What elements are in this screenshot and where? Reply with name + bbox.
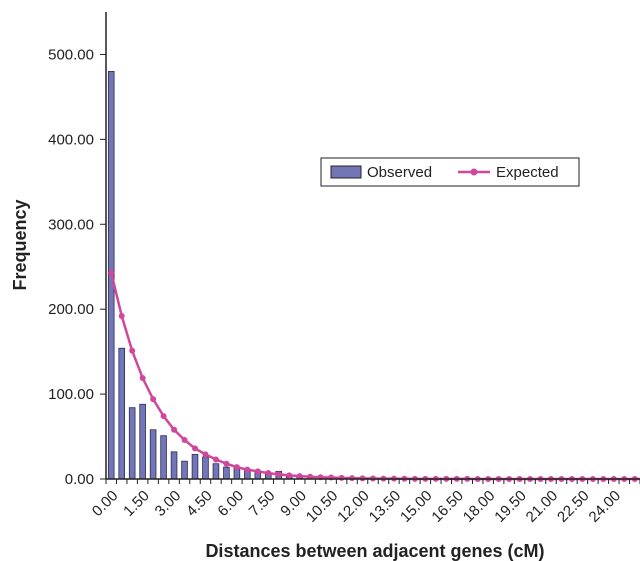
observed-bar bbox=[212, 463, 220, 480]
x-tick-label: 16.50 bbox=[428, 487, 467, 526]
x-tick-label: 24.00 bbox=[586, 487, 625, 526]
legend: Observed Expected bbox=[320, 157, 580, 187]
x-axis-title: Distances between adjacent genes (cM) bbox=[205, 541, 544, 561]
x-tick-labels: 0.001.503.004.506.007.509.0010.5012.0013… bbox=[89, 487, 624, 526]
expected-point bbox=[202, 451, 209, 458]
legend-label-expected: Expected bbox=[496, 164, 559, 181]
x-tick-label: 4.50 bbox=[183, 487, 216, 520]
observed-bar bbox=[128, 407, 136, 480]
expected-point bbox=[181, 436, 188, 443]
observed-bar bbox=[118, 347, 125, 480]
expected-point bbox=[307, 473, 314, 480]
expected-point bbox=[349, 475, 356, 482]
observed-bar bbox=[202, 456, 209, 480]
expected-point bbox=[223, 460, 230, 467]
expected-point bbox=[150, 396, 157, 403]
observed-bars bbox=[107, 71, 366, 480]
expected-point bbox=[108, 269, 115, 276]
y-tick-label: 400.00 bbox=[48, 131, 94, 148]
expected-point bbox=[160, 413, 167, 420]
expected-point bbox=[129, 347, 136, 354]
observed-bar bbox=[170, 451, 178, 480]
y-tick-label: 200.00 bbox=[48, 301, 94, 318]
y-tick-label: 300.00 bbox=[48, 216, 94, 233]
observed-bar bbox=[139, 403, 146, 480]
observed-bar bbox=[223, 466, 230, 480]
x-tick-label: 7.50 bbox=[246, 487, 279, 520]
expected-point bbox=[139, 374, 146, 381]
expected-point bbox=[212, 456, 219, 463]
x-tick-label: 10.50 bbox=[303, 487, 342, 526]
x-tick-label: 18.00 bbox=[460, 487, 499, 526]
y-tick-label: 100.00 bbox=[48, 386, 94, 403]
x-tick-label: 15.00 bbox=[397, 487, 436, 526]
axes bbox=[100, 12, 640, 484]
observed-bar bbox=[181, 460, 188, 480]
expected-point bbox=[265, 470, 272, 477]
legend-label-observed: Observed bbox=[367, 164, 432, 181]
observed-bar bbox=[191, 453, 199, 480]
expected-point bbox=[286, 472, 293, 479]
observed-bar bbox=[149, 429, 157, 480]
expected-point bbox=[192, 445, 198, 452]
y-tick-labels: 0.00 100.00 200.00 300.00 400.00 500.00 bbox=[48, 46, 94, 488]
legend-marker-expected bbox=[470, 168, 478, 176]
legend-box bbox=[320, 157, 580, 187]
x-tick-label: 13.50 bbox=[366, 487, 405, 526]
x-tick-label: 12.00 bbox=[334, 487, 373, 526]
x-tick-label: 21.00 bbox=[523, 487, 562, 526]
observed-bar bbox=[160, 435, 167, 480]
expected-point bbox=[244, 466, 251, 473]
x-tick-label: 6.00 bbox=[214, 487, 247, 520]
x-tick-label: 19.50 bbox=[491, 487, 530, 526]
y-tick-label: 0.00 bbox=[65, 471, 94, 488]
x-tick-label: 22.50 bbox=[554, 487, 593, 526]
expected-line bbox=[108, 269, 640, 482]
expected-point bbox=[118, 312, 125, 319]
expected-point bbox=[275, 471, 282, 478]
expected-point bbox=[338, 474, 345, 481]
expected-point bbox=[254, 468, 261, 475]
legend-swatch-observed bbox=[330, 165, 362, 179]
expected-line-path bbox=[110, 272, 640, 481]
y-tick-label: 500.00 bbox=[48, 46, 94, 63]
expected-point bbox=[296, 473, 303, 480]
expected-point bbox=[233, 464, 240, 471]
y-axis-title: Frequency bbox=[10, 199, 30, 290]
x-tick-label: 1.50 bbox=[120, 487, 153, 520]
x-tick-label: 0.00 bbox=[89, 487, 122, 520]
expected-point bbox=[171, 426, 178, 433]
x-tick-label: 3.00 bbox=[152, 487, 185, 520]
